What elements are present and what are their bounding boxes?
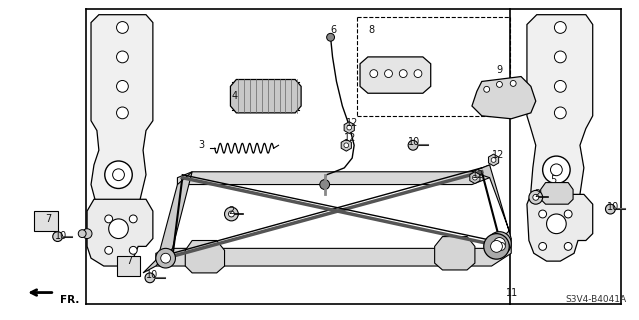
Circle shape <box>473 175 477 180</box>
Circle shape <box>116 51 128 63</box>
Text: 2: 2 <box>229 206 235 216</box>
Circle shape <box>129 215 137 223</box>
Circle shape <box>550 164 562 176</box>
Circle shape <box>555 21 566 33</box>
Polygon shape <box>231 79 301 113</box>
Circle shape <box>511 80 516 86</box>
Circle shape <box>555 80 566 92</box>
Text: 10: 10 <box>608 202 620 212</box>
Text: S3V4-B4041A: S3V4-B4041A <box>566 295 626 304</box>
Circle shape <box>78 230 86 237</box>
Circle shape <box>116 107 128 119</box>
Text: 10: 10 <box>146 270 158 280</box>
Circle shape <box>484 86 489 92</box>
Circle shape <box>161 253 171 263</box>
Polygon shape <box>527 15 593 209</box>
Circle shape <box>564 210 572 218</box>
Polygon shape <box>472 165 511 248</box>
Text: 11: 11 <box>506 288 519 298</box>
Text: 4: 4 <box>231 91 238 101</box>
Circle shape <box>116 80 128 92</box>
Circle shape <box>491 158 496 162</box>
Circle shape <box>370 70 378 77</box>
Text: 6: 6 <box>330 25 337 36</box>
Circle shape <box>224 207 238 221</box>
Circle shape <box>385 70 392 77</box>
Circle shape <box>484 234 509 259</box>
Circle shape <box>564 243 572 250</box>
Circle shape <box>344 143 349 148</box>
Circle shape <box>112 169 125 180</box>
Polygon shape <box>435 236 475 270</box>
Circle shape <box>105 161 132 188</box>
Polygon shape <box>541 183 573 204</box>
Circle shape <box>82 229 92 238</box>
Circle shape <box>546 214 566 234</box>
Circle shape <box>493 237 505 249</box>
Circle shape <box>493 238 509 254</box>
Circle shape <box>347 125 351 130</box>
Text: 9: 9 <box>497 65 503 75</box>
Circle shape <box>555 107 566 119</box>
Polygon shape <box>143 172 192 273</box>
Text: 12: 12 <box>472 170 484 180</box>
Circle shape <box>129 246 137 254</box>
Circle shape <box>145 273 155 283</box>
Polygon shape <box>34 211 58 231</box>
Polygon shape <box>178 165 489 185</box>
Circle shape <box>414 70 422 77</box>
Circle shape <box>109 219 128 238</box>
Circle shape <box>555 51 566 63</box>
Text: 7: 7 <box>127 256 133 266</box>
Circle shape <box>399 70 407 77</box>
Polygon shape <box>156 238 511 266</box>
Circle shape <box>327 33 334 41</box>
Polygon shape <box>470 172 480 184</box>
Circle shape <box>498 243 505 250</box>
Polygon shape <box>344 122 355 133</box>
Polygon shape <box>341 140 351 151</box>
Text: 3: 3 <box>198 140 204 150</box>
Polygon shape <box>185 241 224 273</box>
Text: FR.: FR. <box>59 295 79 306</box>
Circle shape <box>156 248 176 268</box>
Polygon shape <box>91 15 153 209</box>
Circle shape <box>408 140 418 150</box>
Text: 10: 10 <box>408 137 420 147</box>
Circle shape <box>116 21 128 33</box>
Circle shape <box>539 210 546 218</box>
Circle shape <box>229 211 235 217</box>
Circle shape <box>491 241 502 252</box>
Polygon shape <box>527 194 593 261</box>
Circle shape <box>529 190 543 204</box>
Circle shape <box>488 232 511 255</box>
Circle shape <box>497 82 502 87</box>
Circle shape <box>606 204 615 214</box>
Text: 7: 7 <box>45 214 51 224</box>
Circle shape <box>105 246 112 254</box>
Text: 12: 12 <box>346 118 358 128</box>
Circle shape <box>105 215 112 223</box>
Text: 2: 2 <box>534 189 540 199</box>
Circle shape <box>320 180 330 189</box>
Circle shape <box>543 156 570 184</box>
Polygon shape <box>488 154 498 166</box>
Polygon shape <box>360 57 431 93</box>
Text: 12: 12 <box>491 150 504 160</box>
Circle shape <box>53 232 63 242</box>
Text: 10: 10 <box>55 231 67 241</box>
Circle shape <box>539 243 546 250</box>
Polygon shape <box>87 199 153 266</box>
Polygon shape <box>472 76 535 119</box>
Circle shape <box>533 194 539 200</box>
Polygon shape <box>116 256 140 276</box>
Text: 8: 8 <box>369 25 375 36</box>
Text: 5: 5 <box>550 175 557 185</box>
Text: 12: 12 <box>344 133 357 143</box>
